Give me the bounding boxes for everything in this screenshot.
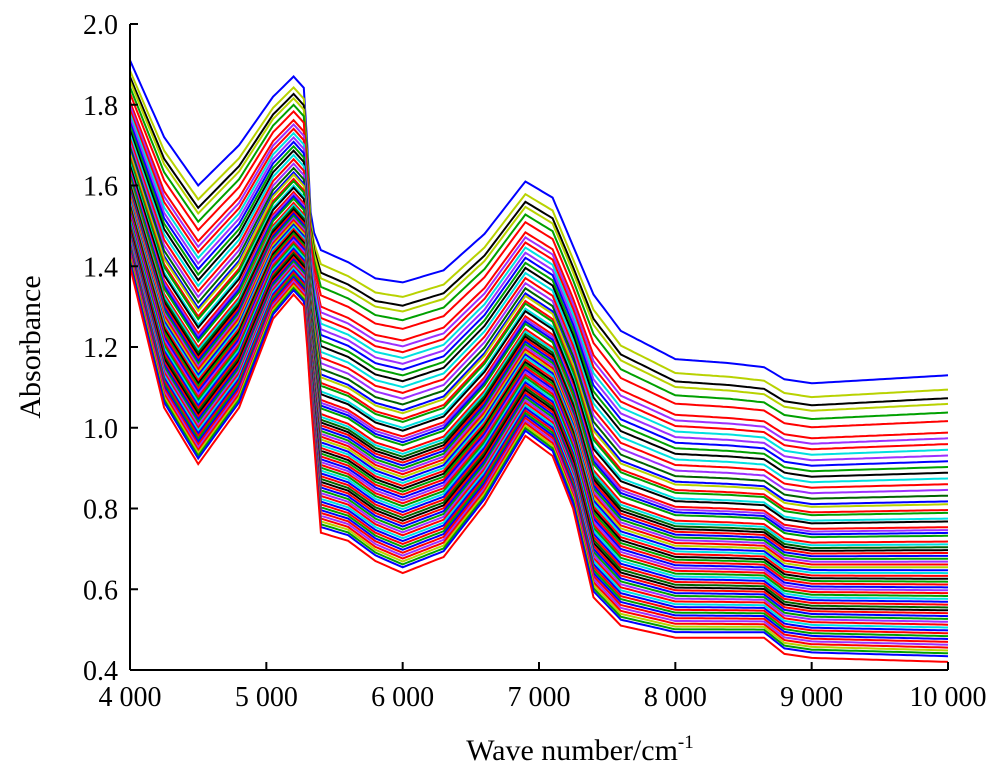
x-tick-label: 9 000 [780, 682, 843, 713]
spectrum-line-20 [129, 152, 948, 508]
spectrum-line-10 [129, 113, 949, 456]
spectrum-line-16 [129, 138, 949, 489]
spectrum-line-3 [129, 76, 949, 407]
spectrum-line-28 [129, 175, 948, 539]
spectrum-line-26 [129, 171, 948, 533]
x-tick-label: 5 000 [235, 682, 298, 713]
spectrum-line-15 [129, 134, 949, 484]
spectrum-line-25 [129, 169, 948, 530]
y-tick-label: 1.8 [83, 91, 118, 122]
spectrum-line-69 [129, 261, 949, 658]
spectrum-line-8 [129, 105, 949, 445]
spectrum-line-13 [129, 125, 949, 473]
x-tick-label: 8 000 [644, 682, 707, 713]
spectrum-line-17 [129, 142, 949, 495]
x-tick-label: 10 000 [910, 682, 987, 713]
y-tick-label: 2.0 [83, 10, 118, 41]
spectrum-line-2 [129, 70, 949, 399]
spectrum-line-70 [129, 266, 949, 663]
spectrum-line-21 [129, 156, 949, 514]
spectrum-line-12 [129, 121, 949, 467]
spectrum-line-18 [129, 146, 948, 500]
spectrum-line-9 [129, 109, 949, 451]
spectrum-line-7 [129, 101, 949, 440]
spectrum-line-4 [129, 80, 949, 412]
x-tick-label: 7 000 [508, 682, 571, 713]
x-tick-label: 6 000 [371, 682, 434, 713]
spectra-lines [129, 59, 949, 663]
y-tick-label: 1.2 [83, 333, 118, 364]
axes: 4 000 5 000 6 000 7 000 8 000 9 000 10 000 0.4 0… [83, 10, 987, 713]
y-tick-label: 1.0 [83, 414, 118, 445]
spectrum-line-24 [129, 165, 948, 525]
spectrum-line-5 [129, 86, 949, 421]
spectrum-line-32 [129, 185, 948, 552]
x-axis-label: Wave number/cm-1 [466, 732, 694, 767]
spectrum-line-14 [129, 129, 949, 478]
x-axis-label-text: Wave number/cm [466, 734, 678, 767]
spectrum-line-23 [129, 163, 948, 522]
y-tick-label: 1.4 [83, 252, 118, 283]
spectrum-line-11 [129, 117, 949, 462]
y-axis-label: Absorbance [14, 275, 47, 418]
y-tick-label: 1.6 [83, 172, 118, 203]
spectrum-line-6 [129, 92, 949, 429]
y-tick-label: 0.8 [83, 495, 118, 526]
x-tick-label: 4 000 [99, 682, 162, 713]
y-tick-label: 0.4 [83, 656, 118, 687]
spectrum-line-19 [129, 150, 949, 506]
x-axis-label-superscript: -1 [678, 732, 694, 753]
spectrum-line-22 [129, 158, 948, 517]
y-tick-label: 0.6 [83, 575, 118, 606]
spectrum-line-1 [129, 59, 949, 385]
